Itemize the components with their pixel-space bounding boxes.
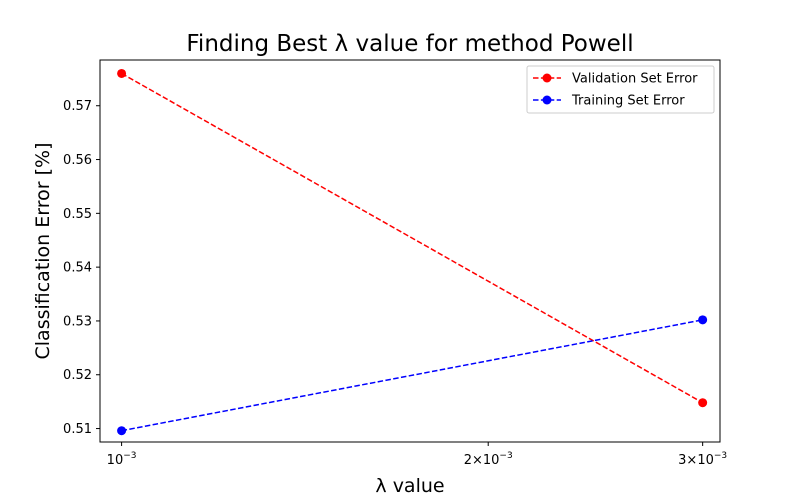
x-tick-base: 10 <box>697 453 714 468</box>
y-tick-label: 0.56 <box>63 153 92 168</box>
y-tick-label: 0.51 <box>63 422 92 437</box>
series-0-point <box>117 68 127 78</box>
legend-swatch-marker <box>542 73 552 83</box>
x-tick-base: 10 <box>107 453 124 468</box>
y-axis-label: Classification Error [%] <box>32 143 54 360</box>
y-tick-label: 0.53 <box>63 314 92 329</box>
chart-title: Finding Best λ value for method Powell <box>186 31 633 57</box>
y-tick-label: 0.52 <box>63 368 92 383</box>
x-tick-label: 10−3 <box>107 451 137 468</box>
x-tick-exponent: −3 <box>714 451 727 461</box>
plot-area <box>99 59 721 443</box>
x-tick-mantissa: 3× <box>678 453 697 468</box>
x-tick-exponent: −3 <box>499 451 512 461</box>
legend: Validation Set Error Training Set Error <box>526 65 715 114</box>
y-tick-label: 0.55 <box>63 207 92 222</box>
series-1-point <box>698 315 708 325</box>
y-tick-label: 0.57 <box>63 99 92 114</box>
x-tick-mantissa: 2× <box>464 453 483 468</box>
x-tick-label: 2×10−3 <box>464 451 513 468</box>
y-tick-label: 0.54 <box>63 261 92 276</box>
legend-label: Training Set Error <box>571 94 685 109</box>
series-0-point <box>698 398 708 408</box>
x-tick-exponent: −3 <box>123 451 136 461</box>
legend-label: Validation Set Error <box>572 72 698 87</box>
x-tick-label: 3×10−3 <box>678 451 727 468</box>
series-lines <box>121 72 704 432</box>
series-1-point <box>117 426 127 436</box>
x-axis-label: λ value <box>375 475 444 497</box>
legend-box <box>526 65 715 114</box>
series-markers <box>117 68 708 436</box>
series-line-1 <box>121 319 703 432</box>
x-tick-base: 10 <box>483 453 500 468</box>
series-line-0 <box>121 72 704 404</box>
legend-swatch-marker <box>542 95 552 105</box>
